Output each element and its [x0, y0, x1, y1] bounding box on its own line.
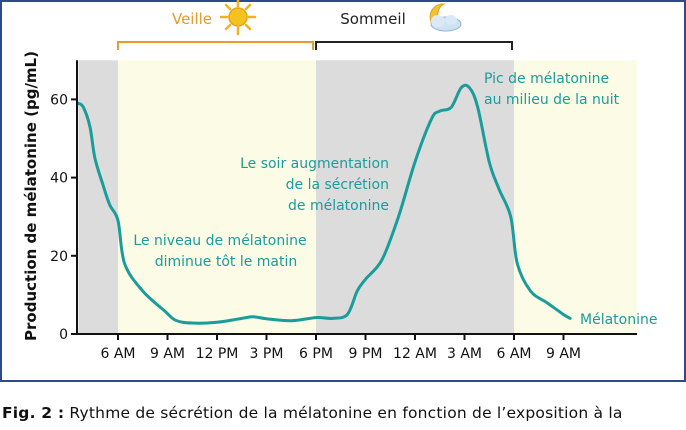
sleep-band-2	[316, 60, 514, 335]
chart-axes: 0 20 40 60 6 AM 9 AM 12 PM 3 PM 6 PM 9 PM 12 AM 3 A…	[50, 60, 637, 362]
y-tick-label-60: 60	[50, 92, 68, 108]
annotation-peak: Pic de mélatonine au milieu de la nuit	[484, 71, 620, 108]
annotation-evening: Le soir augmentation de la sécrétion de …	[240, 156, 389, 214]
x-tick-label-6: 12 AM	[393, 346, 437, 362]
annotation-evening-line2: de la sécrétion	[286, 177, 389, 193]
y-tick-label-40: 40	[50, 171, 68, 187]
annotation-evening-line3: de mélatonine	[288, 198, 389, 214]
annotation-morning-line1: Le niveau de mélatonine	[133, 233, 306, 249]
annotation-evening-line1: Le soir augmentation	[240, 156, 389, 172]
sleep-band-0	[78, 60, 118, 335]
wake-band-1	[118, 60, 316, 335]
x-tick-label-7: 3 AM	[447, 346, 482, 362]
x-tick-label-8: 6 AM	[496, 346, 531, 362]
melatonin-curve-layer	[76, 83, 572, 325]
x-tick-label-2: 12 PM	[196, 346, 239, 362]
annotation-morning-line2: diminue tôt le matin	[155, 254, 298, 270]
sommeil-bracket	[315, 41, 513, 50]
y-tick-label-0: 0	[59, 327, 68, 343]
sommeil-label: Sommeil	[340, 10, 406, 28]
caption-label: Fig. 2 :	[2, 404, 65, 422]
x-tick-label-1: 9 AM	[150, 346, 185, 362]
x-tick-label-9: 9 AM	[546, 346, 581, 362]
sun-icon	[219, 0, 257, 36]
annotation-morning: Le niveau de mélatonine diminue tôt le m…	[133, 233, 306, 270]
x-tick-label-4: 6 PM	[299, 346, 333, 362]
annotation-peak-line1: Pic de mélatonine	[484, 71, 609, 87]
veille-bracket	[117, 41, 314, 50]
veille-label: Veille	[172, 10, 212, 28]
period-bands	[78, 60, 637, 335]
y-axis-title: Production de mélatonine (pg/mL)	[22, 51, 40, 341]
x-tick-label-5: 9 PM	[349, 346, 383, 362]
figure-caption: Fig. 2 : Rythme de sécrétion de la mélat…	[2, 404, 684, 422]
y-tick-label-20: 20	[50, 249, 68, 265]
series-label-melatonine: Mélatonine	[580, 312, 657, 328]
wake-band-3	[514, 60, 637, 335]
moon-cloud-icon	[429, 3, 462, 32]
caption-text: Rythme de sécrétion de la mélatonine en …	[69, 404, 623, 422]
x-tick-label-0: 6 AM	[100, 346, 135, 362]
annotation-peak-line2: au milieu de la nuit	[484, 92, 620, 108]
x-tick-label-3: 3 PM	[250, 346, 284, 362]
